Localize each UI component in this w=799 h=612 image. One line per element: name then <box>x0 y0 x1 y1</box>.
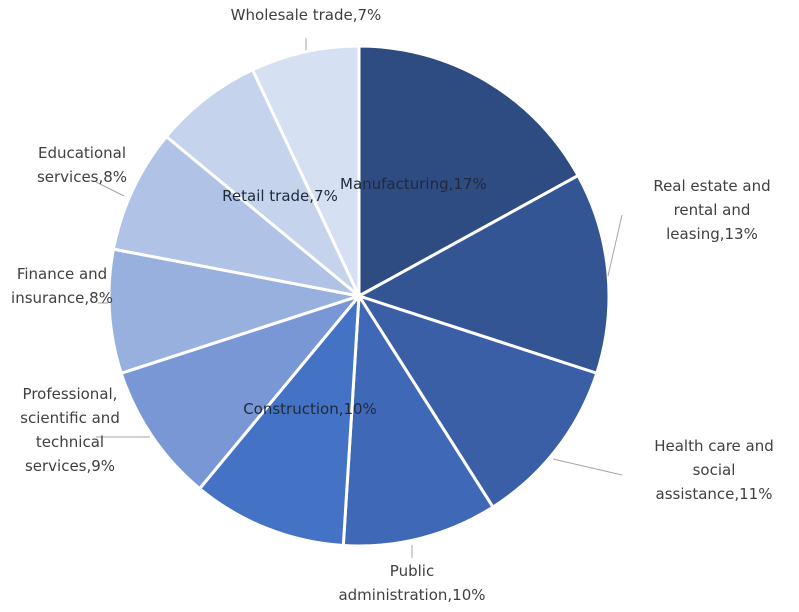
pie-slice <box>198 294 361 548</box>
slice-label: Construction,10% <box>243 400 377 418</box>
pie-slice <box>107 247 361 375</box>
pie-slice <box>164 68 361 298</box>
pie-slice <box>119 294 361 491</box>
pie-slices <box>107 44 611 548</box>
slice-label: Educational services,8% <box>37 144 127 186</box>
data-labels: Manufacturing,17% Real estate and rental a… <box>11 6 774 604</box>
pie-slice <box>251 44 361 298</box>
slice-label: Wholesale trade,7% <box>231 6 382 24</box>
slice-label: Health care and social assistance,11% <box>654 437 774 503</box>
leader-line <box>95 181 125 197</box>
slice-label: Manufacturing,17% <box>340 175 487 193</box>
leader-line <box>607 214 623 277</box>
pie-slice <box>341 294 495 548</box>
pie-slice <box>357 44 580 298</box>
pie-slice <box>357 294 599 509</box>
slice-label: Professional, scientific and technical serv… <box>20 385 120 475</box>
leader-lines <box>95 38 623 558</box>
slice-label: Retail trade,7% <box>222 187 338 205</box>
pie-slice <box>357 174 611 375</box>
slice-label: Public administration,10% <box>338 562 485 604</box>
slice-label: Finance and insurance,8% <box>11 265 113 307</box>
pie-slice <box>111 135 361 298</box>
leader-line <box>552 458 623 476</box>
slice-label: Real estate and rental and leasing,13% <box>653 177 770 243</box>
